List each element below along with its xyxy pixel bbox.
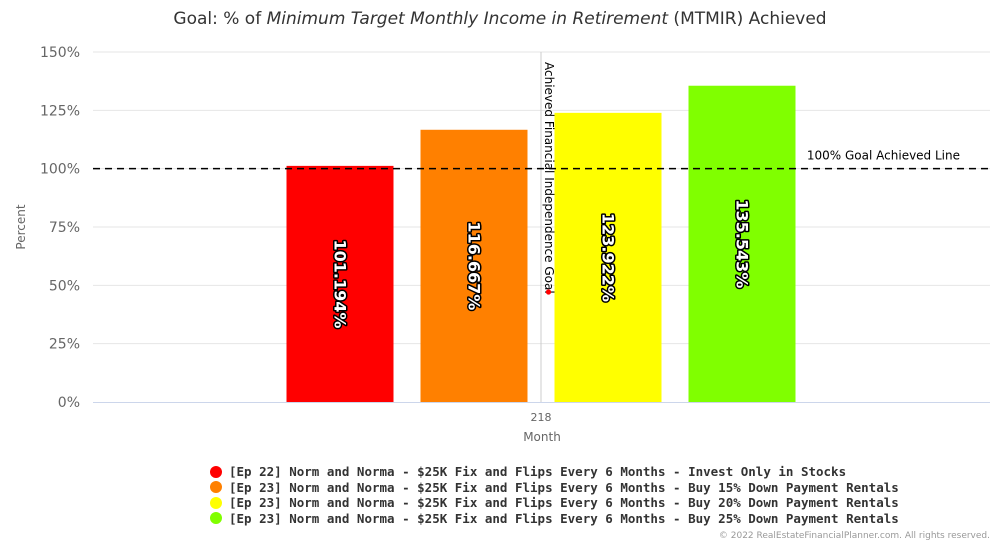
legend-item-1[interactable]: [Ep 22] Norm and Norma - $25K Fix and Fl… <box>210 464 899 480</box>
legend: [Ep 22] Norm and Norma - $25K Fix and Fl… <box>210 464 899 526</box>
legend-dot-1 <box>210 465 222 478</box>
y-axis-ticks: 0% 25% 50% 75% 100% 125% 150% <box>40 45 80 411</box>
y-tick-label-50: 50% <box>49 278 80 294</box>
legend-label-3: [Ep 23] Norm and Norma - $25K Fix and Fl… <box>229 495 899 511</box>
y-tick-label-75: 75% <box>49 220 80 236</box>
legend-dot-2 <box>210 481 222 494</box>
x-axis-title: Month <box>523 430 561 444</box>
financial-independence-marker-dot <box>545 289 552 295</box>
bar-group: 101.194% 116.667% 123.922% 135.543% <box>286 85 796 403</box>
legend-dot-4 <box>210 512 222 525</box>
bar-series-3[interactable] <box>554 112 662 402</box>
y-tick-label-125: 125% <box>40 103 80 119</box>
bar-label-series-1: 101.194% <box>331 239 350 328</box>
legend-label-2: [Ep 23] Norm and Norma - $25K Fix and Fl… <box>229 479 899 495</box>
goal-achieved-line-label: 100% Goal Achieved Line <box>807 149 960 163</box>
legend-item-2[interactable]: [Ep 23] Norm and Norma - $25K Fix and Fl… <box>210 480 899 496</box>
y-tick-label-25: 25% <box>49 337 80 353</box>
bar-series-1[interactable] <box>286 165 394 402</box>
financial-independence-marker-label: Achieved Financial Independence Goal <box>542 62 556 294</box>
y-tick-label-0: 0% <box>58 395 80 411</box>
legend-item-4[interactable]: [Ep 23] Norm and Norma - $25K Fix and Fl… <box>210 511 899 527</box>
legend-label-1: [Ep 22] Norm and Norma - $25K Fix and Fl… <box>229 464 847 480</box>
credits: © 2022 RealEstateFinancialPlanner.com. A… <box>718 531 990 541</box>
y-tick-label-100: 100% <box>40 162 80 178</box>
y-tick-label-150: 150% <box>40 45 80 61</box>
bar-series-2[interactable] <box>420 129 528 403</box>
bar-label-series-4: 135.543% <box>733 199 752 288</box>
legend-item-3[interactable]: [Ep 23] Norm and Norma - $25K Fix and Fl… <box>210 495 899 511</box>
chart-title: Goal: % of Minimum Target Monthly Income… <box>173 9 826 29</box>
bar-label-series-2: 116.667% <box>465 221 484 310</box>
x-tick-label-218: 218 <box>531 411 552 424</box>
bar-series-4[interactable] <box>688 85 796 402</box>
legend-dot-3 <box>210 496 222 509</box>
y-axis-title: Percent <box>14 204 28 249</box>
bar-label-series-3: 123.922% <box>599 213 618 302</box>
legend-label-4: [Ep 23] Norm and Norma - $25K Fix and Fl… <box>229 510 899 526</box>
